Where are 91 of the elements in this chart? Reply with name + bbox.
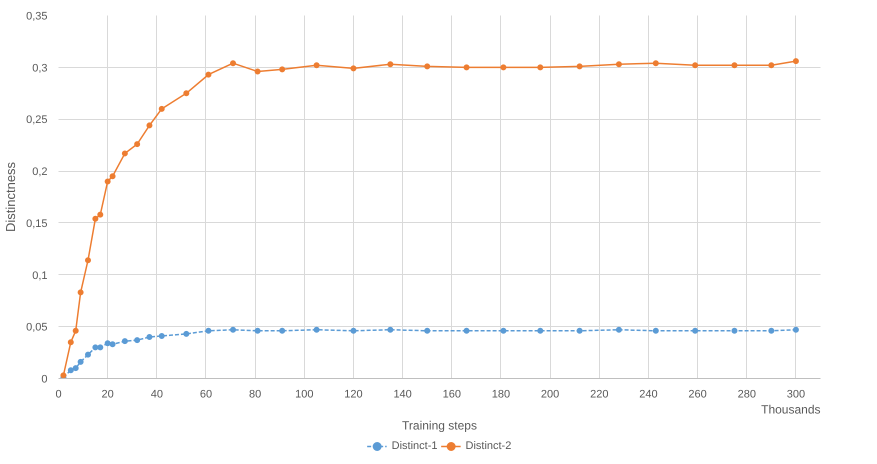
point [652, 328, 659, 334]
point [68, 339, 74, 346]
point [134, 337, 140, 344]
y-tick-label: 0,15 [26, 218, 48, 230]
point [72, 328, 79, 334]
point [768, 62, 774, 68]
point [387, 326, 394, 333]
point [464, 328, 470, 334]
x-tick-label: 160 [442, 388, 461, 400]
point [146, 334, 152, 340]
x-tick-label: 280 [738, 388, 756, 400]
point [183, 90, 190, 96]
x-tick-label: 220 [590, 388, 608, 400]
x-tick-label: 0 [55, 388, 62, 400]
point [768, 328, 774, 334]
point [158, 332, 165, 339]
x-tick-label: 260 [688, 388, 707, 400]
point [146, 122, 152, 128]
point [122, 338, 128, 344]
point [500, 328, 506, 334]
point [279, 328, 286, 334]
y-tick-label: 0 [41, 374, 48, 386]
point [731, 62, 738, 68]
point [616, 61, 622, 68]
point [692, 62, 698, 68]
x-tick-label: 60 [200, 388, 212, 400]
legend-label: Distinct-1 [392, 440, 438, 452]
point [692, 328, 698, 334]
x-tick-label: 20 [102, 388, 114, 400]
point [500, 64, 506, 70]
point [230, 60, 236, 66]
x-tick-label: 240 [639, 388, 658, 400]
text: Thousands [761, 402, 820, 416]
point [576, 328, 583, 334]
x-tick-label: 140 [393, 388, 412, 400]
point [92, 344, 98, 350]
point [78, 358, 84, 365]
point [205, 72, 212, 78]
point [110, 173, 116, 180]
point [424, 63, 430, 70]
point [230, 326, 236, 333]
y-tick-label: 0,1 [32, 270, 48, 282]
x-axis-title: Training steps [402, 418, 477, 432]
x-tick-label: 100 [295, 388, 314, 400]
point [537, 64, 544, 70]
y-tick-label: 0,25 [26, 114, 48, 126]
point [424, 328, 430, 334]
x-tick-label: 120 [344, 388, 363, 400]
point [78, 289, 84, 296]
point [110, 341, 116, 348]
y-tick-label: 0,3 [32, 62, 48, 74]
x-tick-label: 40 [150, 388, 163, 400]
point [279, 66, 286, 72]
point [792, 58, 799, 64]
point [122, 150, 128, 156]
point [387, 61, 394, 68]
y-tick-label: 0,05 [26, 322, 48, 334]
point [350, 328, 356, 334]
point [104, 340, 111, 346]
y-tick-label: 0,2 [32, 166, 48, 178]
point [792, 326, 799, 333]
point [183, 330, 190, 337]
point [314, 62, 320, 68]
point [84, 257, 91, 264]
point [731, 328, 738, 334]
legend-label: Distinct-2 [466, 440, 512, 452]
point [68, 367, 74, 374]
point [652, 60, 659, 66]
point [464, 64, 470, 70]
point [97, 344, 104, 350]
point [254, 68, 261, 74]
point [314, 326, 320, 333]
x-tick-label: 300 [786, 388, 806, 400]
x-tick-label: 200 [540, 388, 560, 400]
x-tick-label: 180 [492, 388, 510, 400]
point [104, 178, 111, 184]
point [72, 365, 79, 372]
point [158, 106, 165, 112]
point [92, 216, 98, 222]
point [84, 352, 91, 358]
y-tick-label: 0,35 [26, 10, 48, 22]
x-tick-label: 80 [249, 388, 262, 400]
point [350, 65, 356, 72]
point [134, 141, 140, 148]
point [616, 326, 622, 333]
point [537, 328, 544, 334]
point [576, 63, 583, 70]
point [97, 212, 104, 218]
point [254, 328, 261, 334]
y-axis-title: Distinctness [3, 161, 18, 232]
point [205, 328, 212, 334]
